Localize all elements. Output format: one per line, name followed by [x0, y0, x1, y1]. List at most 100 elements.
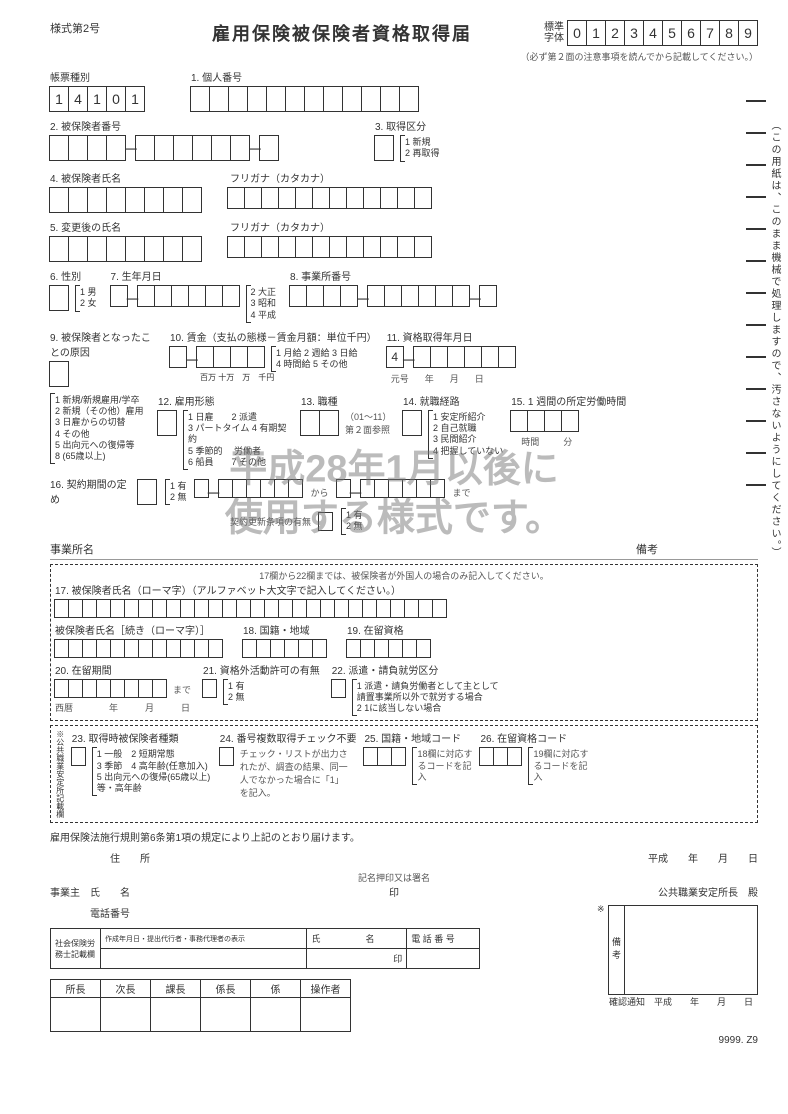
f12-opts: 1 日雇 2 派遣3 パートタイム 4 有期契約5 季節的 労働者6 船員 7 … — [183, 410, 293, 470]
f5-kana-boxes[interactable] — [228, 236, 432, 258]
f17-label: 17. 被保険者氏名（ローマ字）（アルファベット大文字で記入してください。） — [55, 582, 753, 597]
f0-label: 帳票種別 — [50, 69, 145, 84]
form-title: 雇用保険被保険者資格取得届 — [140, 20, 544, 46]
addr-label: 住 所 — [110, 850, 150, 865]
f10-boxes[interactable]: － — [170, 346, 265, 372]
f24-box[interactable] — [220, 747, 234, 766]
f19-boxes[interactable] — [347, 639, 431, 658]
statement: 雇用保険法施行規則第6条第1項の規定により上記のとおり届けます。 — [50, 829, 758, 844]
form-number: 様式第2号 — [50, 20, 140, 36]
office-label: ※公共職業安定所記載欄 — [55, 730, 64, 818]
f2-boxes[interactable]: －－ — [50, 135, 279, 164]
foreign-section: 17欄から22欄までは、被保険者が外国人の場合のみ記入してください。 17. 被… — [50, 564, 758, 722]
f25-boxes[interactable] — [364, 747, 406, 766]
f21-label: 21. 資格外活動許可の有無 — [203, 662, 320, 677]
stamp-label: 記名押印又は署名 — [358, 871, 430, 884]
f23-label: 23. 取得時被保険者種類 — [72, 730, 212, 745]
f16-from-boxes[interactable]: － — [195, 479, 303, 505]
f18-label: 18. 国籍・地域 — [243, 622, 327, 637]
f19-label: 19. 在留資格 — [347, 622, 431, 637]
f10-label: 10. 賃金（支払の態様－賃金月額：単位千円） — [170, 329, 377, 344]
stamp: 印 — [358, 884, 430, 899]
f11-boxes[interactable]: 4－ — [387, 346, 516, 372]
dest: 公共職業安定所長 殿 — [658, 884, 758, 899]
f26-note: 19欄に対応するコードを記入 — [528, 747, 588, 785]
f22-opts: 1 派遣・請負労働者として主として請置事業所以外で就労する場合2 1に該当しない… — [352, 679, 502, 717]
f12-box[interactable] — [158, 410, 177, 436]
f3-box[interactable] — [375, 135, 394, 164]
remark-label: 備考 — [636, 541, 658, 557]
memo-box: ※ 備考 確認通知 平成 年 月 日 — [608, 905, 758, 995]
f0-boxes[interactable]: 14101 — [50, 86, 145, 112]
f5-name-boxes[interactable] — [50, 236, 202, 262]
f24-label: 24. 番号複数取得チェック不要 — [220, 730, 357, 745]
f4-kana-label: フリガナ（カタカナ） — [230, 170, 330, 185]
f26-boxes[interactable] — [480, 747, 522, 766]
biz-name-label: 事業所名 — [50, 541, 94, 557]
f10-opts: 1 月給 2 週給 3 日給4 時間給 5 その他 — [271, 346, 358, 373]
f15-label: 15. 1 週間の所定労働時間 — [511, 393, 626, 408]
f3-label: 3. 取得区分 — [375, 118, 440, 133]
f26-label: 26. 在留資格コード — [480, 730, 588, 745]
f5-kana-label: フリガナ（カタカナ） — [230, 219, 330, 234]
f4-name-boxes[interactable] — [50, 187, 202, 213]
sample-digits: 標準字体 0123456789 — [544, 20, 758, 46]
f14-label: 14. 就職経路 — [403, 393, 503, 408]
f8-boxes[interactable]: －－ — [290, 285, 497, 311]
f25-note: 18欄に対応するコードを記入 — [412, 747, 472, 785]
f16-sub-box[interactable] — [319, 512, 333, 531]
f21-box[interactable] — [203, 679, 217, 698]
f16-opts: 1 有2 無 — [165, 479, 187, 506]
f22-box[interactable] — [332, 679, 346, 698]
f13-boxes[interactable] — [301, 410, 339, 436]
f17-boxes[interactable] — [55, 599, 753, 618]
f3-opts: 1 新規2 再取得 — [400, 135, 440, 162]
owner-label: 事業主 氏 名 — [50, 884, 130, 899]
f20-boxes[interactable] — [55, 679, 167, 701]
f22-label: 22. 派遣・請負就労区分 — [332, 662, 502, 677]
f20-suffix: まで — [173, 683, 191, 696]
edge-marks — [746, 100, 766, 486]
f2-label: 2. 被保険者番号 — [50, 118, 279, 133]
f20-sub: 西暦 年 月 日 — [55, 701, 191, 714]
f4-label: 4. 被保険者氏名 — [50, 170, 190, 185]
f16-sub-opts: 1 有2 無 — [341, 508, 363, 535]
f16-from-suffix: から — [311, 486, 329, 499]
f17b-boxes[interactable] — [55, 639, 223, 658]
f21-opts: 1 有2 無 — [223, 679, 245, 706]
f7-boxes[interactable]: － — [111, 285, 240, 311]
f23-box[interactable] — [72, 747, 86, 766]
f6-box[interactable] — [50, 285, 69, 311]
f11-label: 11. 資格取得年月日 — [387, 329, 516, 344]
phone-label: 電話番号 — [90, 905, 602, 920]
f17b-label: 被保険者氏名［続き（ローマ字）］ — [55, 622, 223, 637]
f10-sub: 百万 十万 万 千円 — [200, 372, 377, 383]
page-code: 9999. Z9 — [719, 1035, 758, 1046]
f9-opts: 1 新規/新規雇用/学卒2 新規（その他）雇用3 日雇からの切替4 その他5 出… — [50, 393, 150, 465]
date-line: 平成年月日 — [648, 850, 758, 865]
f16-box[interactable] — [138, 479, 157, 505]
f18-boxes[interactable] — [243, 639, 327, 658]
f24-note: チェック・リストが出力されたが、調査の結果、同一人でなかった場合に「1」を記入。 — [240, 747, 350, 799]
f16-label: 16. 契約期間の定め — [50, 476, 130, 506]
sig-table: 所長次長課長係長係操作者 — [50, 979, 351, 1032]
f15-boxes[interactable] — [511, 410, 626, 435]
f7-label: 7. 生年月日 — [111, 268, 277, 283]
f23-opts: 1 一般 2 短期常態3 季節 4 高年齢(任意加入)5 出向元への復帰(65歳… — [92, 747, 212, 796]
f14-opts: 1 安定所紹介2 自己就職3 民間紹介4 把握していない — [428, 410, 503, 459]
cred-table: 社会保険労務士記載欄 作成年月日・提出代行者・事務代理者の表示 氏 名 電 話 … — [50, 928, 480, 969]
f8-label: 8. 事業所番号 — [290, 268, 497, 283]
f7-opts: 2 大正3 昭和4 平成 — [246, 285, 277, 323]
f6-opts: 1 男2 女 — [75, 285, 97, 312]
f14-box[interactable] — [403, 410, 422, 436]
f9-box[interactable] — [50, 361, 160, 387]
f12-label: 12. 雇用形態 — [158, 393, 293, 408]
f4-kana-boxes[interactable] — [228, 187, 432, 209]
f15-subs: 時間分 — [521, 435, 626, 448]
f1-boxes[interactable] — [191, 86, 419, 112]
f16-sub-label: 契約更新条項の有無 — [230, 515, 311, 528]
sec17-note: 17欄から22欄までは、被保険者が外国人の場合のみ記入してください。 — [55, 569, 753, 582]
f13-note: （01～11）第２面参照 — [345, 410, 395, 436]
f9-label: 9. 被保険者となったことの原因 — [50, 329, 160, 359]
f16-to-boxes[interactable]: － — [337, 479, 445, 505]
